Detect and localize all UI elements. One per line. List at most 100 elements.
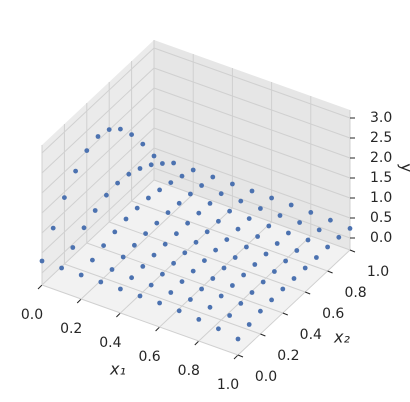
point (263, 251, 269, 257)
point (132, 242, 137, 248)
point (62, 195, 67, 201)
point (151, 153, 157, 159)
x-tick-label: 0.2 (60, 321, 82, 337)
tick-mark (305, 291, 311, 295)
grid-line (198, 235, 312, 342)
x-tick-label: 0.0 (21, 307, 43, 323)
point (196, 317, 202, 322)
point (210, 276, 216, 281)
point (221, 265, 227, 271)
x-tick-label: 0.4 (99, 335, 121, 351)
x-tick-label: 0.6 (138, 349, 160, 365)
point (118, 126, 123, 132)
grid-line (153, 147, 351, 219)
point (162, 241, 168, 247)
point (115, 180, 120, 186)
point (148, 162, 154, 168)
tick-mark (260, 333, 266, 337)
x-axis-label: x₁ (109, 360, 126, 379)
point (165, 210, 171, 216)
point (123, 216, 129, 222)
point (95, 134, 101, 139)
z-tick-label: 2.0 (370, 150, 392, 166)
tick-mark (37, 284, 43, 290)
point (227, 208, 233, 214)
point (283, 258, 288, 264)
point (185, 220, 191, 226)
grid-line (41, 47, 155, 154)
point (81, 225, 87, 231)
point (232, 255, 238, 260)
tick-mark (76, 298, 82, 304)
z-tick-label: 0.5 (370, 210, 392, 226)
z-tick-label: 1.5 (370, 170, 392, 186)
grid-line (41, 87, 155, 194)
grid-line (41, 107, 155, 214)
point (126, 171, 132, 177)
point (176, 308, 182, 314)
point (101, 243, 106, 249)
grid-line (153, 67, 351, 139)
point (137, 293, 143, 299)
grid-line (41, 167, 155, 274)
point (157, 187, 163, 193)
point (171, 260, 177, 266)
point (216, 326, 221, 332)
point (70, 245, 76, 250)
point (134, 205, 140, 211)
point (218, 191, 224, 197)
z-tick-label: 0.0 (370, 230, 392, 246)
tick-mark (282, 312, 288, 316)
point (227, 313, 233, 318)
tick-mark (155, 326, 160, 332)
y-tick-label: 0.8 (344, 285, 366, 301)
point (230, 283, 235, 288)
labels: 0.00.20.40.60.81.0 0.00.20.40.60.81.00.00… (21, 110, 410, 393)
grid-line (64, 263, 261, 335)
point (193, 239, 199, 245)
point (235, 336, 241, 342)
point (106, 127, 112, 132)
point (258, 206, 263, 211)
tick-mark (116, 312, 121, 318)
point (325, 244, 330, 250)
point (258, 308, 263, 314)
point (305, 237, 311, 243)
point (154, 220, 160, 226)
z-tick-label: 1.0 (370, 190, 392, 206)
point (246, 216, 252, 222)
point (316, 227, 322, 233)
point (90, 257, 95, 263)
point (249, 290, 255, 295)
point (210, 174, 216, 180)
grid-line (153, 107, 351, 179)
point (280, 286, 286, 292)
point (291, 276, 297, 281)
point (148, 282, 154, 288)
grid-line (153, 179, 351, 251)
grid-line (237, 249, 351, 356)
point (272, 269, 277, 274)
panes (42, 40, 350, 355)
point (277, 213, 283, 218)
point (109, 267, 115, 272)
point (92, 208, 98, 213)
point (179, 279, 185, 284)
tick-mark (194, 340, 200, 346)
point (297, 220, 302, 225)
point (151, 252, 157, 258)
grid-line (153, 127, 351, 199)
point (168, 290, 174, 295)
point (199, 286, 205, 292)
point (336, 234, 342, 240)
point (157, 300, 163, 306)
points (39, 126, 353, 342)
y-axis-label: x₂ (333, 328, 350, 347)
point (199, 183, 205, 188)
x-tick-label: 1.0 (217, 377, 239, 393)
point (207, 201, 213, 206)
point (129, 132, 135, 138)
point (266, 223, 272, 229)
point (171, 160, 177, 166)
point (216, 218, 221, 224)
